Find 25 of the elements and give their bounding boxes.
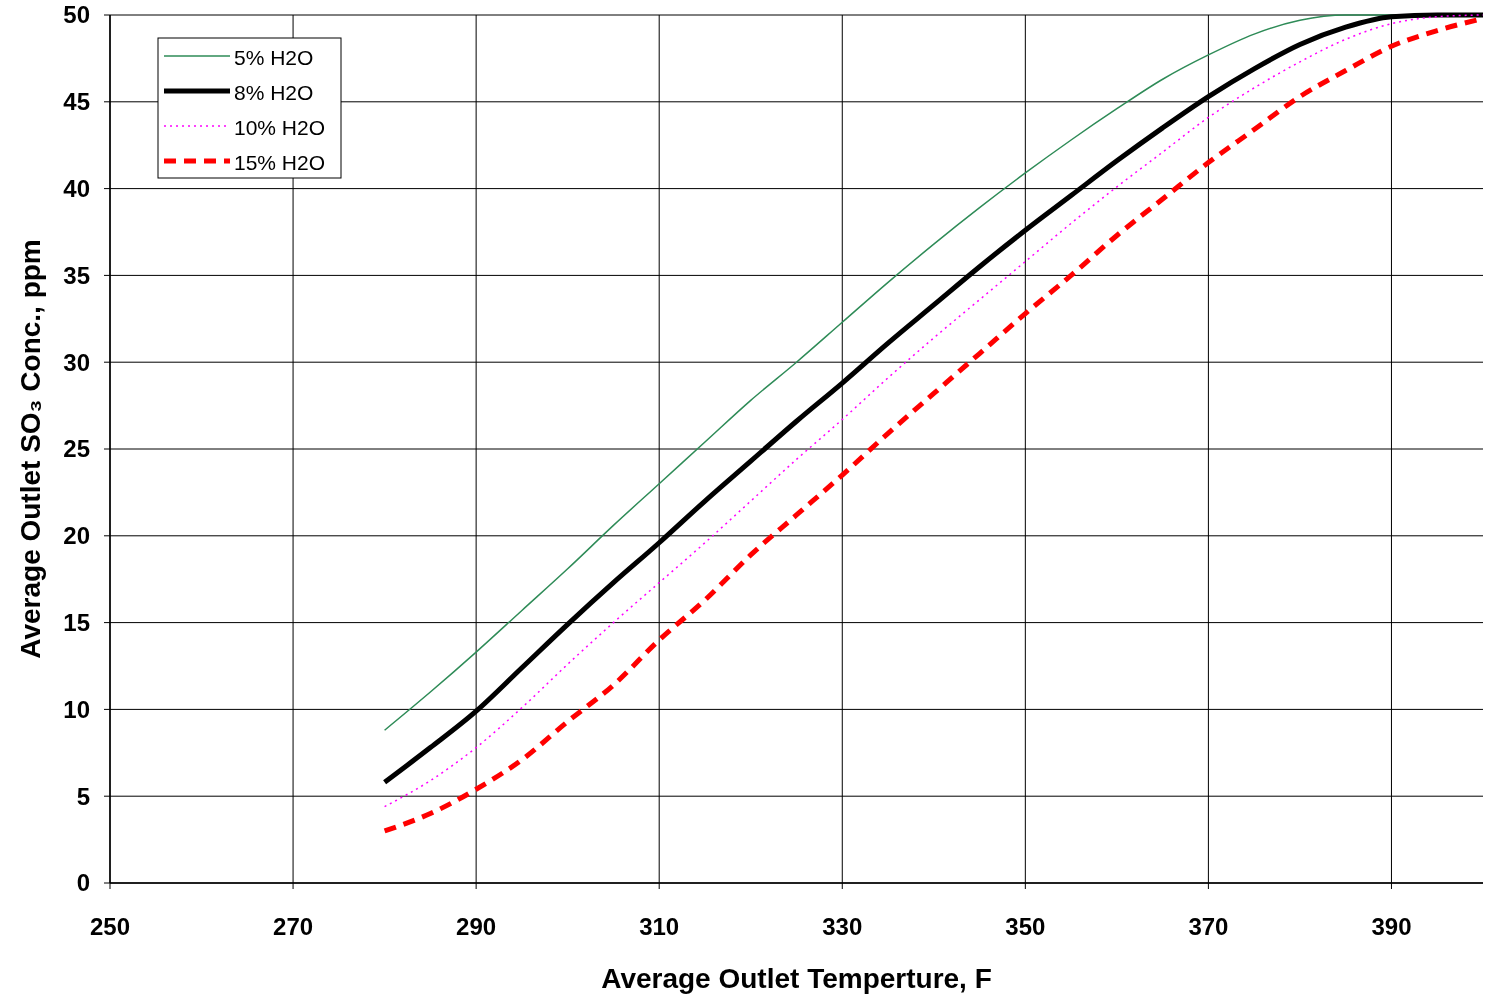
legend-label: 5% H2O	[234, 46, 314, 70]
x-axis-title: Average Outlet Temperture, F	[601, 963, 992, 994]
x-tick-label: 310	[639, 913, 680, 940]
x-tick-label: 270	[273, 913, 314, 940]
legend-label: 15% H2O	[234, 151, 326, 175]
y-tick-label: 0	[76, 869, 90, 897]
x-tick-label: 290	[456, 913, 497, 940]
y-tick-label: 35	[63, 261, 90, 289]
x-tick-label: 370	[1188, 913, 1229, 940]
y-axis-title: Average Outlet SO₃ Conc., ppm	[15, 239, 46, 659]
y-tick-label: 15	[63, 609, 90, 636]
legend-label: 10% H2O	[234, 116, 326, 140]
y-tick-label: 50	[63, 1, 90, 29]
x-tick-label: 250	[89, 913, 131, 940]
y-tick-label: 10	[63, 695, 90, 723]
y-tick-label: 20	[63, 522, 90, 550]
y-tick-label: 30	[63, 348, 90, 376]
y-tick-label: 25	[63, 435, 90, 463]
x-tick-label: 330	[822, 913, 863, 940]
y-tick-label: 40	[63, 175, 90, 202]
x-tick-label: 350	[1005, 913, 1046, 940]
legend-label: 8% H2O	[234, 81, 314, 105]
y-tick-label: 45	[63, 88, 90, 116]
x-tick-label: 390	[1371, 913, 1412, 940]
y-tick-label: 5	[76, 782, 90, 810]
